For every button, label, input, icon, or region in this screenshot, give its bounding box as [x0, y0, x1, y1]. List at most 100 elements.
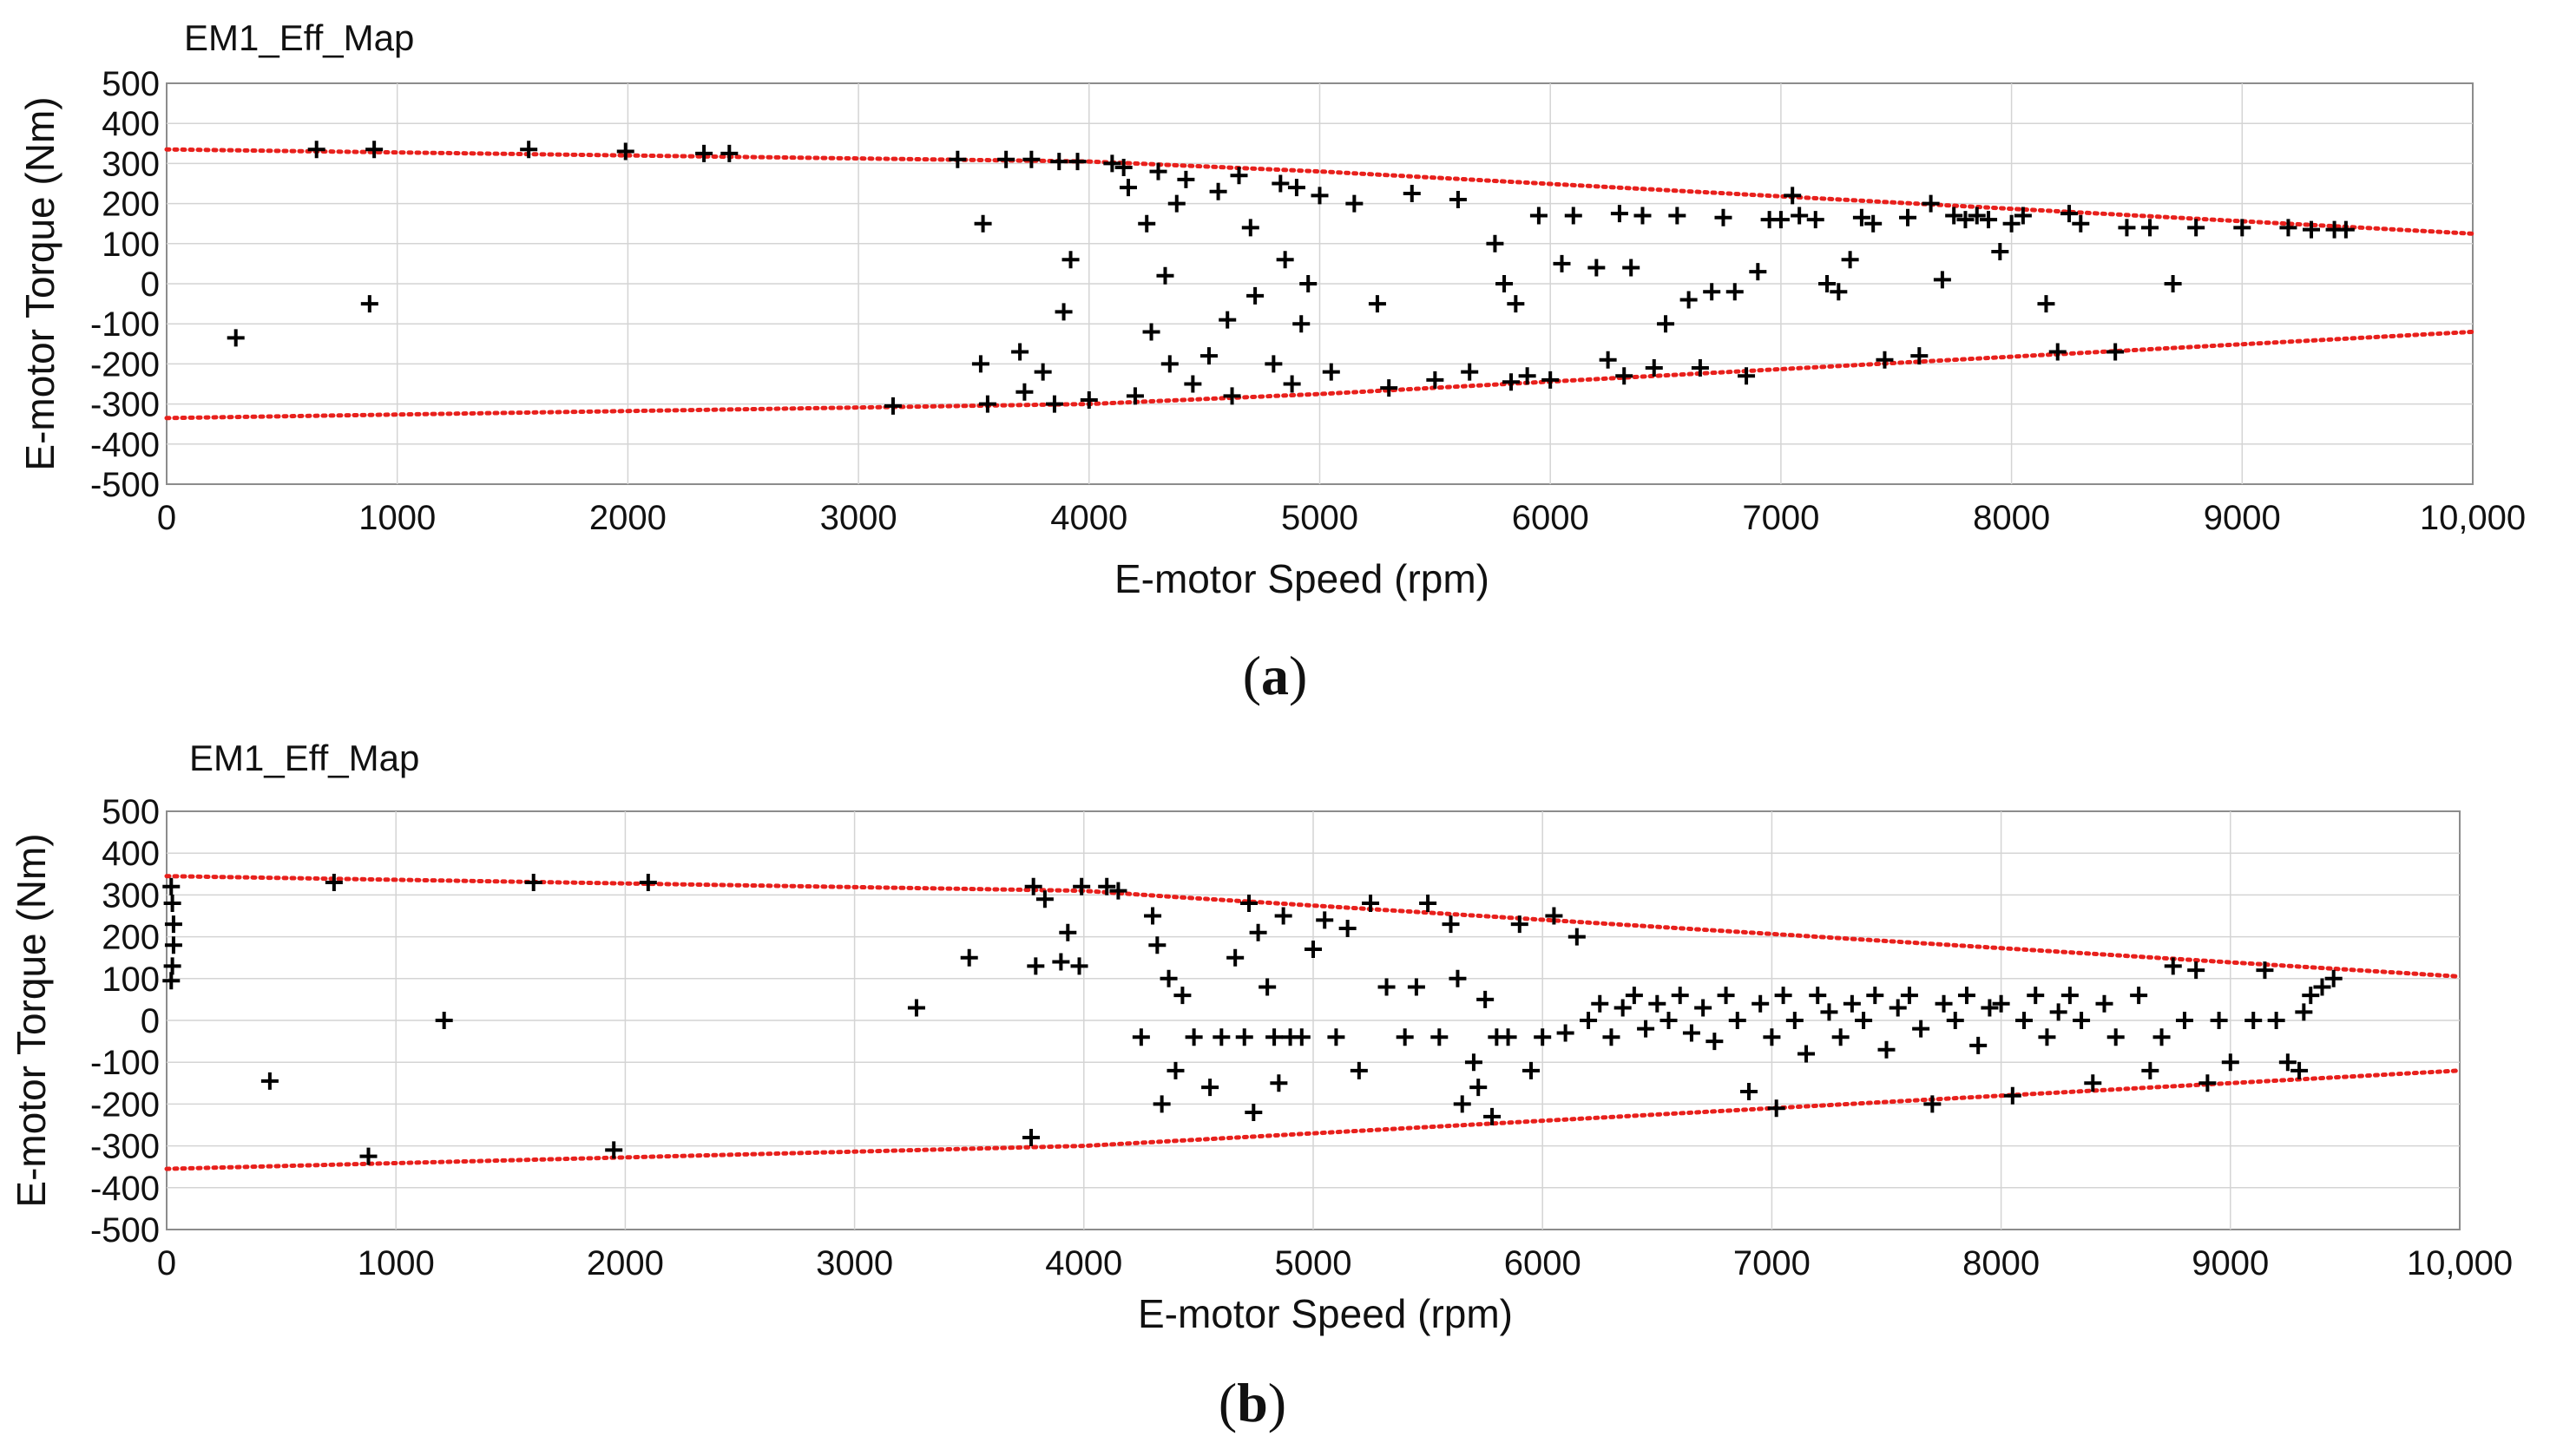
- data-point: [1276, 251, 1294, 269]
- data-point: [1201, 1079, 1219, 1097]
- data-point: [1968, 207, 1986, 225]
- x-tick-label: 7000: [1733, 1244, 1811, 1282]
- data-point: [1245, 1104, 1263, 1122]
- data-point: [1797, 1045, 1816, 1063]
- panel-close: ): [1289, 645, 1307, 706]
- data-point: [1259, 978, 1277, 996]
- chart-title: EM1_Eff_Map: [189, 738, 419, 778]
- data-point: [2336, 220, 2355, 239]
- data-point: [1299, 275, 1318, 292]
- data-point: [164, 936, 182, 954]
- data-point: [1052, 953, 1070, 971]
- data-point: [1610, 205, 1628, 223]
- data-point: [325, 873, 343, 891]
- data-point: [2256, 961, 2274, 980]
- data-point: [1877, 1040, 1896, 1059]
- data-point: [163, 895, 181, 913]
- data-point: [1034, 363, 1052, 381]
- data-point: [616, 142, 634, 161]
- data-point: [605, 1141, 623, 1159]
- x-tick-label: 6000: [1504, 1244, 1581, 1282]
- data-point: [1070, 957, 1088, 975]
- data-point: [1011, 343, 1029, 361]
- data-point: [1659, 1012, 1678, 1029]
- data-point: [1864, 214, 1883, 233]
- data-point: [1541, 371, 1560, 389]
- data-point: [1292, 1028, 1311, 1046]
- data-point: [2187, 961, 2205, 980]
- chart-b: EM1_Eff_Map 5004003002001000-100-200-300…: [9, 738, 2513, 1433]
- data-point: [1809, 987, 1827, 1005]
- y-tick-label: 200: [102, 919, 160, 957]
- data-point: [1167, 1061, 1185, 1079]
- data-point: [1910, 347, 1929, 365]
- data-point: [1648, 994, 1666, 1013]
- data-point: [974, 214, 992, 233]
- data-point: [2295, 1003, 2313, 1021]
- data-point: [1045, 395, 1063, 413]
- data-point: [2141, 1061, 2159, 1079]
- data-point: [1691, 359, 1709, 377]
- data-point: [1430, 1028, 1449, 1046]
- data-point: [2313, 978, 2331, 996]
- data-point: [1396, 1028, 1414, 1046]
- data-point: [2210, 1012, 2228, 1029]
- data-point: [1426, 371, 1444, 389]
- x-tick-label: 0: [157, 499, 176, 537]
- data-point: [2187, 219, 2205, 237]
- data-point: [1283, 375, 1301, 393]
- data-point: [1495, 275, 1514, 292]
- x-tick-label: 1000: [358, 1244, 435, 1282]
- data-point: [1956, 211, 1975, 229]
- data-point: [2095, 994, 2113, 1013]
- data-point: [1464, 1053, 1482, 1072]
- data-point: [1138, 214, 1156, 233]
- data-point: [1316, 911, 1334, 929]
- data-point: [1785, 1012, 1804, 1029]
- x-tick-label: 4000: [1050, 499, 1127, 537]
- x-tick-label: 2000: [589, 499, 667, 537]
- data-point: [1265, 355, 1283, 373]
- data-point: [1350, 1061, 1368, 1079]
- data-point: [1738, 367, 1756, 385]
- data-point: [1461, 363, 1479, 381]
- data-point: [1311, 187, 1329, 205]
- data-point: [1209, 182, 1227, 200]
- data-point: [1265, 1028, 1284, 1046]
- data-point: [2118, 219, 2136, 237]
- data-point: [1219, 311, 1237, 329]
- data-point: [2244, 1012, 2263, 1029]
- data-point: [1160, 969, 1178, 987]
- x-tick-label: 10,000: [2407, 1244, 2513, 1282]
- data-point: [1866, 987, 1884, 1005]
- data-point: [1144, 907, 1162, 925]
- data-point: [1338, 919, 1357, 937]
- y-axis-label: E-motor Torque (Nm): [17, 96, 62, 470]
- scatter-points: [162, 873, 2343, 1165]
- x-tick-label: 5000: [1275, 1244, 1352, 1282]
- data-point: [1407, 978, 1425, 996]
- data-point: [1830, 283, 1848, 301]
- x-tick-label: 4000: [1045, 1244, 1122, 1282]
- data-point: [2106, 1028, 2125, 1046]
- data-point: [2267, 1012, 2285, 1029]
- data-point: [2060, 987, 2079, 1005]
- data-point: [1510, 915, 1528, 934]
- data-point: [2164, 275, 2182, 292]
- data-point: [1553, 254, 1571, 272]
- data-point: [162, 877, 181, 895]
- data-point: [695, 144, 713, 162]
- data-point: [1969, 1036, 1988, 1054]
- data-point: [1625, 987, 1643, 1005]
- chart-title: EM1_Eff_Map: [184, 17, 414, 58]
- data-point: [1622, 259, 1640, 277]
- y-tick-label: 300: [102, 876, 160, 915]
- upper-torque-limit-line: [164, 147, 2475, 236]
- data-point: [1362, 895, 1380, 913]
- data-point: [1160, 355, 1179, 373]
- data-point: [1507, 295, 1525, 313]
- data-point: [1587, 259, 1606, 277]
- panel-open: (: [1243, 645, 1261, 706]
- data-point: [2072, 214, 2090, 233]
